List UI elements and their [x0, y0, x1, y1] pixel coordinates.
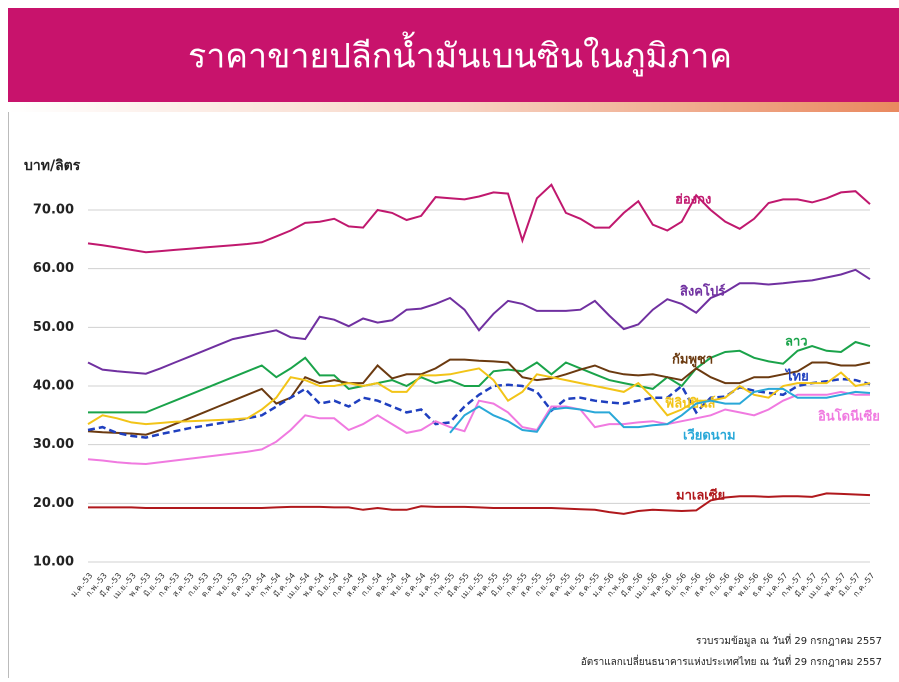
y-tick-label: 30.00 [33, 437, 74, 452]
header-band [8, 8, 899, 102]
note: อัตราแลกเปลี่ยนธนาคารแห่งประเทศไทย ณ วัน… [581, 654, 882, 668]
series-label: กัมพูชา [672, 353, 713, 368]
series-line [88, 492, 871, 515]
series-label: ไทย [784, 368, 809, 385]
series-label: ฮ่องกง [675, 193, 711, 208]
series-label: ลาว [785, 335, 808, 350]
series-line [449, 387, 871, 434]
y-tick-label: 40.00 [33, 379, 74, 394]
series-line [88, 340, 871, 414]
y-tick-label: 70.00 [33, 203, 74, 218]
y-tick-label: 20.00 [33, 496, 74, 511]
series-label: ฟิลิปปินส์ [665, 396, 716, 412]
series-line [87, 367, 871, 426]
series-line [87, 390, 870, 466]
series-label: สิงคโปร์ [680, 283, 725, 300]
y-tick-label: 50.00 [33, 320, 74, 335]
series-line [87, 183, 871, 254]
y-tick-label: 10.00 [33, 555, 74, 570]
chart-title: ราคาขายปลีกน้ำมันเบนซินในภูมิภาค [188, 32, 732, 77]
y-tick-label: 60.00 [33, 261, 74, 276]
series-line [87, 358, 871, 436]
series-line [87, 268, 871, 375]
y-axis-label: บาท/ลิตร [24, 158, 81, 174]
series-label: เวียดนาม [683, 428, 736, 444]
header-stripe [8, 102, 899, 112]
series-label: อินโดนีเซีย [818, 408, 880, 425]
series-label: มาเลเซีย [676, 488, 725, 504]
note: รวบรวมข้อมูล ณ วันที่ 29 กรกฎาคม 2557 [696, 633, 882, 647]
